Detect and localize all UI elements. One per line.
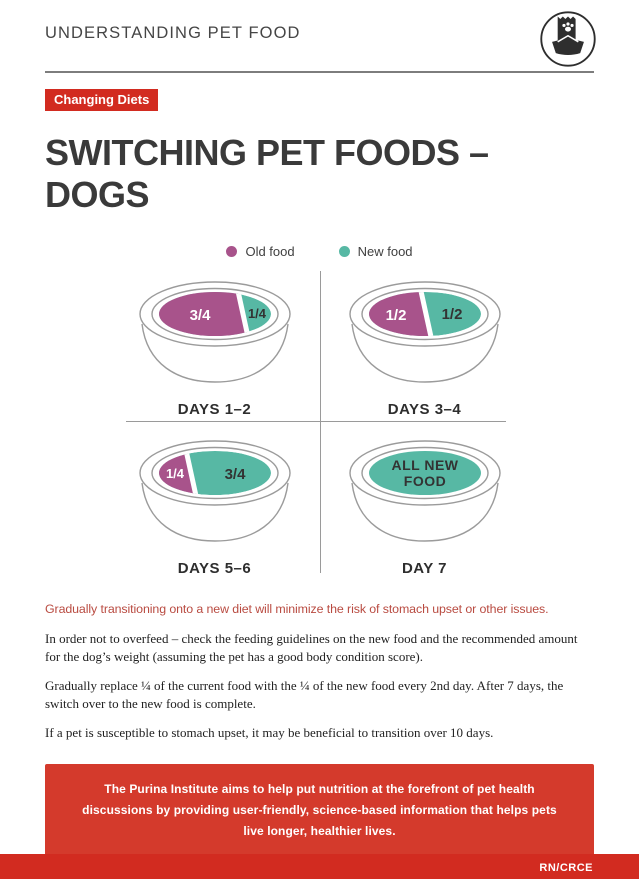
new-food-dot-icon	[338, 246, 350, 257]
legend-label: Old food	[245, 244, 295, 259]
legend-item-new-food: New food	[338, 244, 413, 259]
legend: Old food New food	[45, 244, 594, 259]
grid-divider-vertical	[319, 271, 321, 573]
legend-label: New food	[357, 244, 413, 259]
page-header: UNDERSTANDING PET FOOD	[45, 0, 596, 69]
bowl-label: DAY 7	[401, 560, 448, 577]
bowl-label: DAYS 1–2	[177, 401, 252, 418]
mission-callout-box: The Purina Institute aims to help put nu…	[45, 763, 594, 857]
bowl-days-5-6: 1/4 3/4 DAYS 5–6	[110, 433, 320, 577]
header-title: UNDERSTANDING PET FOOD	[45, 24, 301, 42]
svg-text:1/4: 1/4	[165, 466, 184, 481]
svg-text:1/4: 1/4	[247, 306, 266, 321]
bowl-label: DAYS 3–4	[387, 401, 462, 418]
body-paragraph: Gradually replace ¼ of the current food …	[45, 677, 564, 711]
bowl-diagram-icon: 1/4 3/4	[138, 440, 291, 542]
legend-item-old-food: Old food	[226, 244, 295, 259]
svg-text:ALL NEW: ALL NEW	[391, 457, 458, 473]
svg-text:FOOD: FOOD	[403, 473, 445, 489]
bowl-days-1-2: 3/4 1/4 DAYS 1–2	[110, 274, 320, 418]
bowl-days-3-4: 1/2 1/2 DAYS 3–4	[320, 274, 530, 418]
svg-text:3/4: 3/4	[224, 466, 246, 483]
header-divider	[45, 71, 594, 73]
body-copy: In order not to overfeed – check the fee…	[45, 630, 594, 742]
svg-text:1/2: 1/2	[441, 306, 462, 323]
bowl-diagram-icon: 3/4 1/4	[138, 281, 291, 383]
bottom-code-bar: RN/CRCE	[0, 854, 639, 879]
bowl-label: DAYS 5–6	[177, 560, 252, 577]
page-title: SWITCHING PET FOODS – DOGS	[45, 132, 489, 215]
document-code: RN/CRCE	[539, 862, 593, 874]
bowl-diagram-icon: ALL NEW FOOD	[348, 440, 501, 542]
body-paragraph: If a pet is susceptible to stomach upset…	[45, 724, 494, 740]
svg-text:3/4: 3/4	[189, 307, 211, 324]
old-food-dot-icon	[226, 246, 238, 257]
pet-food-bag-and-bowl-icon	[540, 11, 596, 67]
bowl-diagram-icon: 1/2 1/2	[348, 281, 501, 383]
bowl-day-7: ALL NEW FOOD DAY 7	[320, 433, 530, 577]
section-badge: Changing Diets	[45, 89, 159, 111]
bowl-diagram-grid: 3/4 1/4 DAYS 1–2 1/2	[110, 271, 530, 577]
highlight-sentence: Gradually transitioning onto a new diet …	[45, 602, 549, 616]
grid-divider-horizontal	[125, 421, 506, 422]
mission-callout-text: The Purina Institute aims to help put nu…	[82, 781, 557, 838]
body-paragraph: In order not to overfeed – check the fee…	[45, 631, 578, 664]
svg-text:1/2: 1/2	[385, 307, 406, 324]
